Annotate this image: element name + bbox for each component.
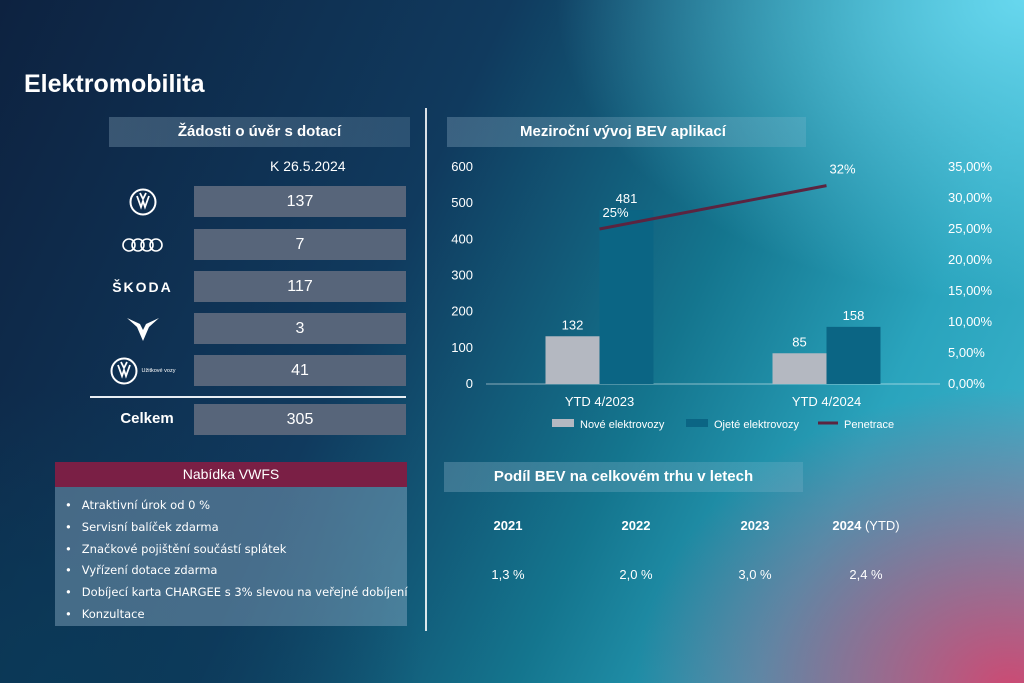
bar-data-label: 85 [792,334,806,349]
brand-row-skoda: ŠKODA 117 [100,271,406,302]
brand-value-skoda: 117 [194,271,406,302]
y-tick-label: 400 [451,231,473,246]
share-value-2024: 2,4 % [849,567,883,582]
share-value-2021: 1,3 % [491,567,525,582]
offer-box: Nabídka VWFS Atraktivní úrok od 0 % Serv… [55,462,408,626]
share-year-2021: 2021 [493,518,523,533]
legend-swatch [552,419,574,427]
y2-tick-label: 0,00% [948,376,985,391]
total-label: Celkem [120,410,174,427]
share-value-2023: 3,0 % [738,567,772,582]
x-tick-label: YTD 4/2023 [565,394,634,409]
legend-label: Penetrace [844,419,894,431]
chart-title: Meziroční vývoj BEV aplikací [520,123,726,140]
brand-row-vw: 137 [100,186,406,217]
chart-title-bar: Meziroční vývoj BEV aplikací [447,117,806,147]
share-title: Podíl BEV na celkovém trhu v letech [444,462,803,492]
offer-item: Atraktivní úrok od 0 % [65,495,407,517]
offer-item: Značkové pojištění součástí splátek [65,539,407,561]
offer-item: Vyřízení dotace zdarma [65,560,407,582]
cupra-logo-icon [100,313,185,344]
brand-row-vw-commercial: Užitkové vozy 41 [100,355,406,386]
bar-ojeté-elektrovozy [599,210,654,384]
bev-chart: 0 100 200 300 400 500 600 0,00% 5,00% 10,00% 15,00… [451,159,993,431]
offer-item: Dobíjecí karta CHARGEE s 3% slevou na ve… [65,582,408,604]
y2-tick-label: 10,00% [948,314,993,329]
y-tick-label: 100 [451,340,473,355]
y2-tick-label: 5,00% [948,345,985,360]
loans-panel-title: Žádosti o úvěr s dotací [109,117,410,147]
share-year-2024: 2024 (YTD) [832,518,900,533]
bar-data-label: 132 [562,317,584,332]
total-value: 305 [194,404,406,435]
y-tick-label: 600 [451,159,473,174]
y2-tick-label: 15,00% [948,283,993,298]
y-tick-label: 200 [451,304,473,319]
brand-row-cupra: 3 [100,313,406,344]
offer-title: Nabídka VWFS [55,462,407,487]
legend-label: Ojeté elektrovozy [714,419,799,431]
offer-list: Atraktivní úrok od 0 % Servisní balíček … [55,487,408,626]
loans-date: K 26.5.2024 [270,158,346,174]
bar-nové-elektrovozy [772,353,827,384]
legend-label: Nové elektrovozy [580,419,665,431]
y-tick-label: 0 [466,376,473,391]
legend-swatch [686,419,708,427]
skoda-logo-icon: ŠKODA [100,271,185,302]
brand-value-vw-commercial: 41 [194,355,406,386]
y2-tick-label: 25,00% [948,221,993,236]
y-tick-label: 300 [451,268,473,283]
line-data-label: 32% [829,162,855,177]
brand-value-vw: 137 [194,186,406,217]
y2-tick-label: 30,00% [948,190,993,205]
share-year-2023: 2023 [740,518,770,533]
y2-tick-label: 20,00% [948,252,993,267]
vw-commercial-logo-icon: Užitkové vozy [100,355,185,386]
bar-data-label: 481 [616,191,638,206]
audi-logo-icon [100,229,185,260]
total-separator [90,396,406,398]
bar-ojeté-elektrovozy [826,326,881,384]
y-tick-label: 500 [451,195,473,210]
line-penetrace [599,184,827,231]
skoda-logo-text: ŠKODA [112,278,173,295]
line-data-label: 25% [602,205,628,220]
x-tick-label: YTD 4/2024 [792,394,861,409]
brand-value-cupra: 3 [194,313,406,344]
y2-tick-label: 35,00% [948,159,993,174]
share-value-2022: 2,0 % [619,567,653,582]
brand-value-audi: 7 [194,229,406,260]
vw-logo-icon [100,186,185,217]
vw-commercial-label: Užitkové vozy [141,367,176,374]
page-title: Elektromobilita [24,70,205,98]
offer-item: Servisní balíček zdarma [65,517,407,539]
offer-item: Konzultace [65,604,407,626]
bar-data-label: 158 [843,308,865,323]
brand-row-audi: 7 [100,229,406,260]
vertical-divider [425,108,427,631]
bar-nové-elektrovozy [545,336,600,384]
share-year-2022: 2022 [621,518,651,533]
